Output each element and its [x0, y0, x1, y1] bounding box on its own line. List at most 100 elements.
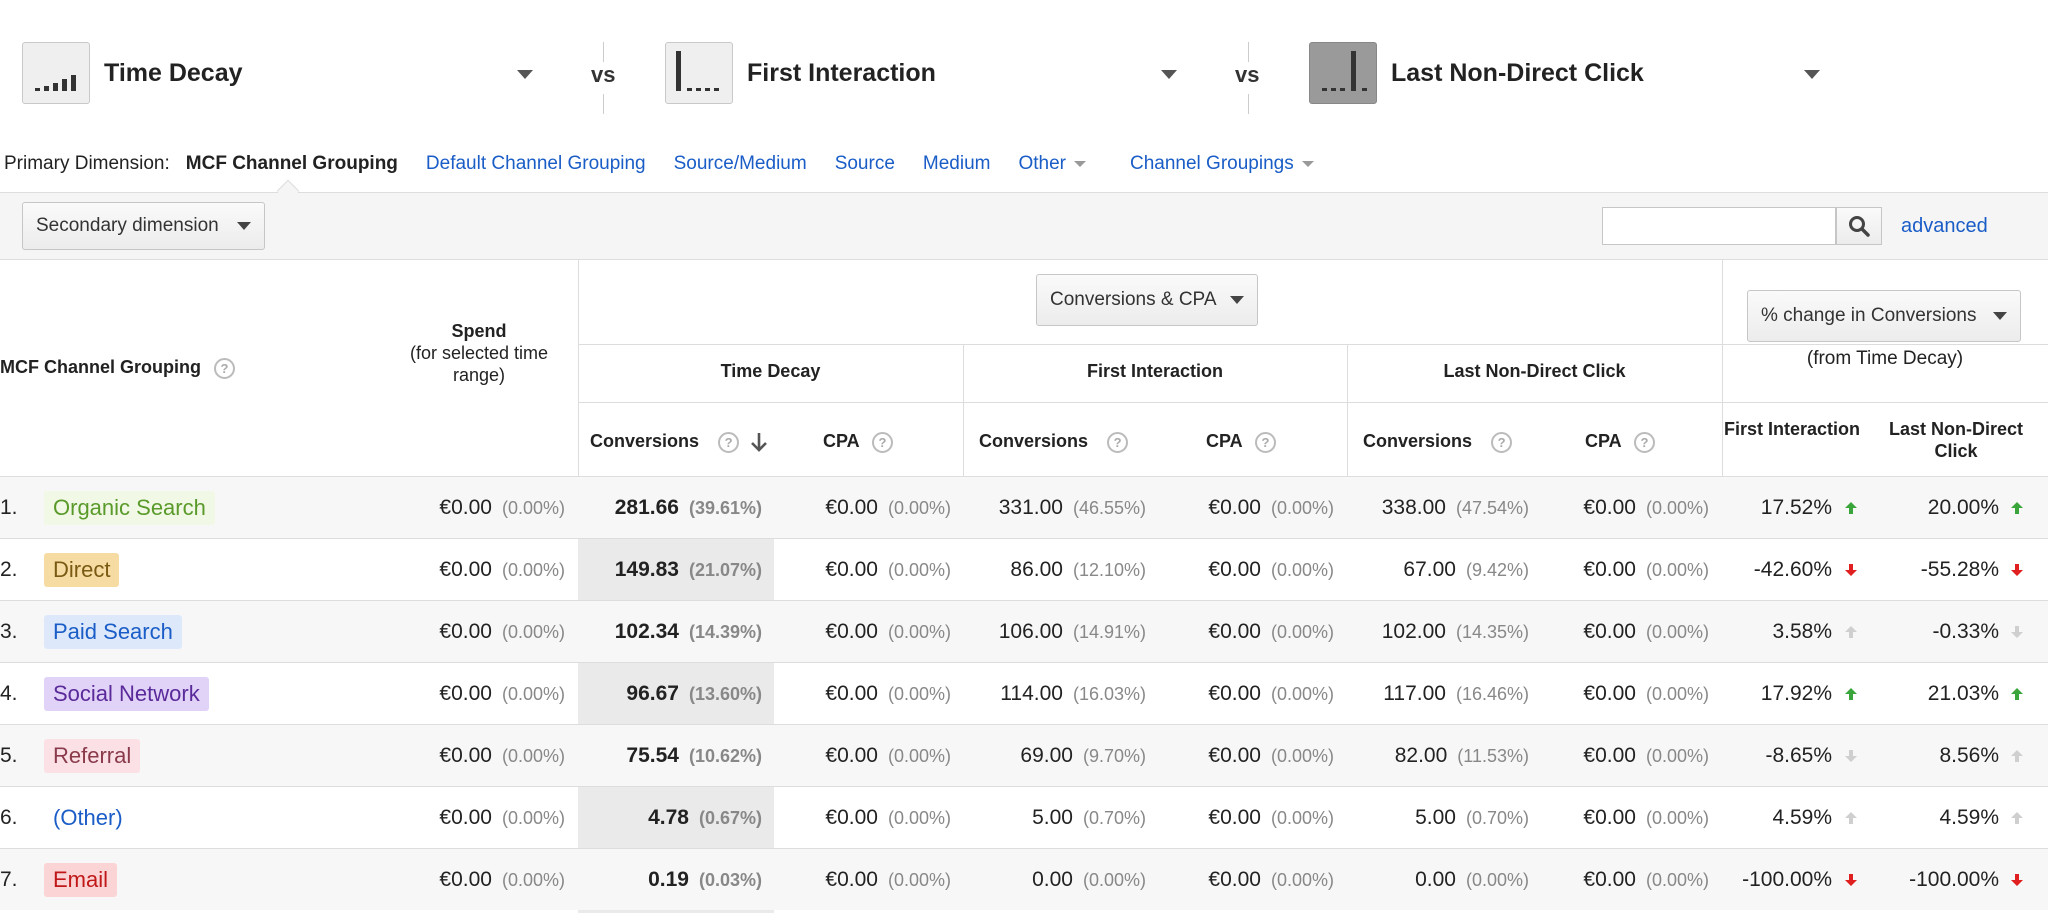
cell-value: €0.00 — [439, 744, 492, 767]
channel-cell: Organic Search — [44, 477, 215, 538]
dimension-link-default-channel-grouping[interactable]: Default Channel Grouping — [425, 153, 646, 174]
metric-group-dropdown[interactable]: Conversions & CPA — [1036, 274, 1258, 326]
vs-label: vs — [1235, 62, 1260, 87]
spend-header-label: Spend — [451, 321, 507, 341]
change-first-interaction-cell: 17.92% — [1761, 663, 1832, 724]
last-non-direct-click-model-icon — [1309, 42, 1377, 104]
arrow-up-icon — [2011, 502, 2023, 514]
cpa-header-last-non-direct-click[interactable]: CPA ? — [1585, 430, 1656, 453]
change-metric-dropdown[interactable]: % change in Conversions — [1747, 290, 2021, 342]
change-first-interaction-cell: -100.00% — [1742, 849, 1832, 910]
row-index: 1. — [0, 496, 18, 519]
model-selector-time-decay[interactable]: Time Decay — [22, 40, 243, 106]
change-first-interaction-cell: -42.60% — [1754, 539, 1832, 600]
cell-value: 4.59% — [1772, 806, 1832, 829]
divider — [1248, 94, 1249, 114]
change-header-first-interaction[interactable]: First Interaction — [1723, 419, 1861, 439]
dimension-link-source[interactable]: Source — [834, 153, 895, 174]
spend-cell: €0.00 (0.00%) — [439, 787, 565, 848]
row-index-cell: 1. — [0, 477, 18, 538]
last-non-direct-conversions-cell: 102.00 (14.35%) — [1382, 601, 1529, 662]
dimension-column-header[interactable]: MCF Channel Grouping ? — [0, 356, 235, 379]
table-row: 4. Social Network €0.00 (0.00%) 96.67 (13.60%… — [0, 662, 2048, 724]
advanced-filter-link[interactable]: advanced — [1901, 215, 1988, 237]
cell-value: 0.00 — [1415, 868, 1456, 891]
table-search-input[interactable] — [1602, 207, 1836, 245]
cell-value: €0.00 — [825, 682, 878, 705]
divider — [603, 42, 604, 62]
cell-value: 102.00 — [1381, 620, 1446, 643]
cpa-header-time-decay[interactable]: CPA ? — [823, 430, 894, 453]
time-decay-cpa-cell: €0.00 (0.00%) — [825, 601, 951, 662]
primary-dimension-bar: Primary Dimension: MCF Channel Grouping … — [4, 153, 1314, 175]
channel-link[interactable]: Referral — [44, 739, 141, 774]
table-row: 3. Paid Search €0.00 (0.00%) 102.34 (14.39%) €… — [0, 600, 2048, 662]
model-title: Last Non-Direct Click — [1391, 58, 1644, 87]
row-index: 5. — [0, 744, 18, 767]
cpa-header-first-interaction[interactable]: CPA ? — [1206, 430, 1277, 453]
cell-percent: (0.00%) — [1270, 684, 1334, 704]
cell-value: 4.59% — [1939, 806, 1999, 829]
channel-link[interactable]: (Other) — [53, 805, 123, 831]
help-icon[interactable]: ? — [1491, 431, 1513, 453]
search-button[interactable] — [1836, 207, 1882, 245]
conversions-header-last-non-direct-click[interactable]: Conversions ? — [1363, 430, 1513, 453]
dimension-link-source-medium[interactable]: Source/Medium — [673, 153, 807, 174]
channel-link[interactable]: Email — [44, 863, 118, 898]
arrow-down-icon — [1845, 750, 1857, 762]
help-icon[interactable]: ? — [718, 431, 740, 453]
cell-value: 75.54 — [626, 744, 679, 767]
cell-value: €0.00 — [1208, 620, 1261, 643]
help-icon[interactable]: ? — [872, 431, 894, 453]
chevron-down-icon[interactable] — [1804, 70, 1820, 79]
cell-value: 96.67 — [626, 682, 679, 705]
arrow-up-icon — [2011, 750, 2023, 762]
model-selector-first-interaction[interactable]: First Interaction — [665, 40, 936, 106]
last-non-direct-cpa-cell: €0.00 (0.00%) — [1583, 663, 1709, 724]
cell-value: €0.00 — [439, 558, 492, 581]
sort-descending-arrow-icon[interactable] — [750, 431, 768, 453]
cell-value: €0.00 — [825, 496, 878, 519]
cell-value: €0.00 — [1208, 868, 1261, 891]
row-index-cell: 3. — [0, 601, 18, 662]
secondary-dimension-dropdown[interactable]: Secondary dimension — [22, 202, 265, 250]
channel-link[interactable]: Organic Search — [44, 491, 215, 526]
cell-value: 17.92% — [1760, 682, 1832, 705]
dimension-link-other[interactable]: Other — [1018, 153, 1086, 175]
chevron-down-icon[interactable] — [517, 70, 533, 79]
cell-percent: (0.00%) — [1270, 560, 1334, 580]
model-selector-last-non-direct-click[interactable]: Last Non-Direct Click — [1309, 40, 1644, 106]
help-icon[interactable]: ? — [1255, 431, 1277, 453]
change-last-non-direct-cell: 20.00% — [1928, 477, 1999, 538]
cell-percent: (46.55%) — [1072, 498, 1146, 518]
time-decay-conversions-cell: 102.34 (14.39%) — [615, 601, 762, 662]
arrow-up-icon — [1845, 812, 1857, 824]
conversions-header-time-decay[interactable]: Conversions ? — [590, 430, 768, 453]
cell-percent: (0.70%) — [1082, 808, 1146, 828]
change-last-non-direct-cell: -55.28% — [1921, 539, 1999, 600]
channel-link[interactable]: Direct — [44, 553, 120, 588]
cell-percent: (0.00%) — [887, 560, 951, 580]
dimension-link-medium[interactable]: Medium — [922, 153, 991, 174]
cell-value: 0.00 — [1032, 868, 1073, 891]
help-icon[interactable]: ? — [214, 357, 235, 379]
cell-value: €0.00 — [439, 620, 492, 643]
cell-percent: (0.70%) — [1465, 808, 1529, 828]
help-icon[interactable]: ? — [1634, 431, 1656, 453]
change-header-last-non-direct-click[interactable]: Last Non-Direct Click — [1888, 419, 2023, 461]
chevron-down-icon[interactable] — [1161, 70, 1177, 79]
cell-percent: (0.00%) — [501, 622, 565, 642]
spend-column-header[interactable]: Spend (for selected time range) — [392, 320, 566, 386]
cell-value: €0.00 — [1583, 558, 1636, 581]
row-index: 2. — [0, 558, 18, 581]
channel-link[interactable]: Social Network — [44, 677, 209, 712]
divider — [963, 344, 964, 476]
change-first-interaction-cell: -8.65% — [1765, 725, 1832, 786]
help-icon[interactable]: ? — [1107, 431, 1129, 453]
channel-link[interactable]: Paid Search — [44, 615, 182, 650]
metric-group-label: Conversions & CPA — [1050, 289, 1217, 310]
conversions-header-first-interaction[interactable]: Conversions ? — [979, 430, 1129, 453]
channel-groupings-dropdown[interactable]: Channel Groupings — [1130, 153, 1314, 175]
divider — [1722, 260, 1723, 476]
cell-percent: (47.54%) — [1455, 498, 1529, 518]
